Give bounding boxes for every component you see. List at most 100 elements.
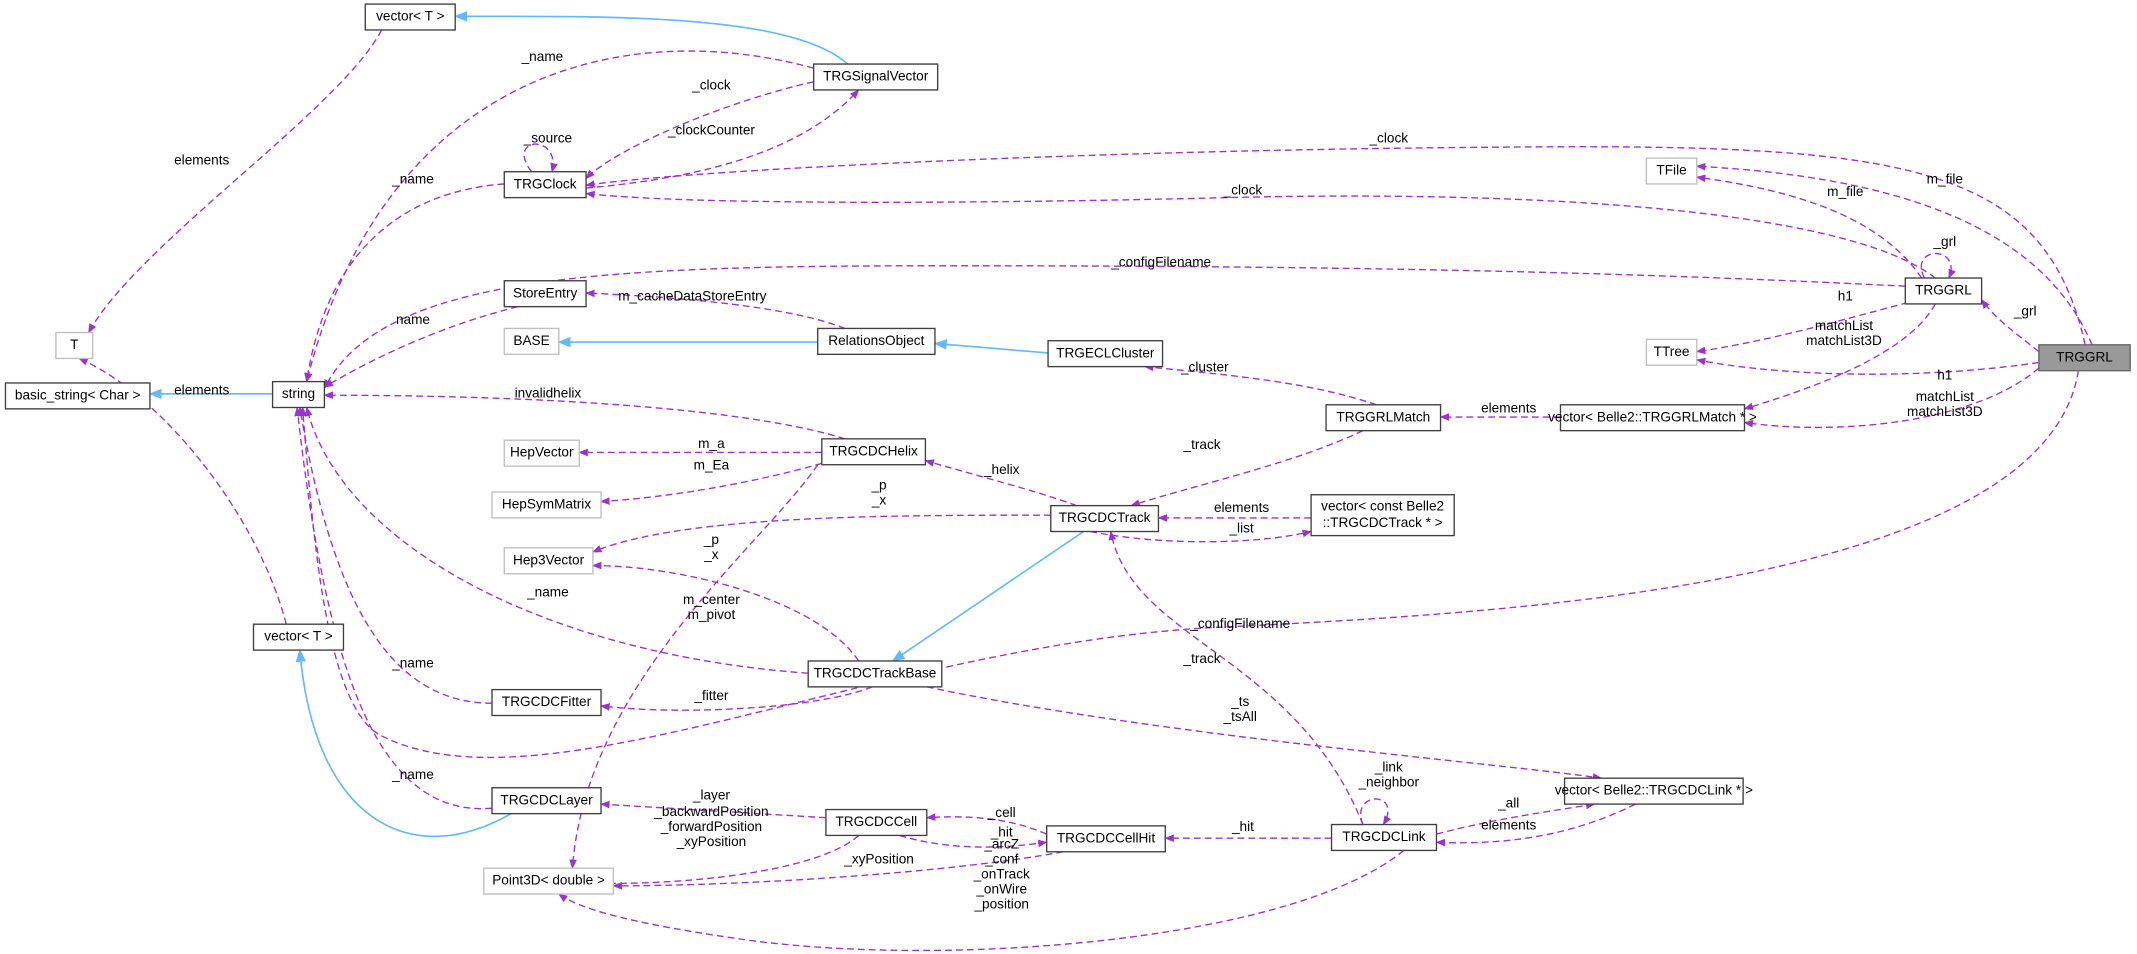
edge-label: m_center [683, 592, 740, 607]
inheritance-edges [148, 11, 1084, 838]
class-box [1904, 277, 1983, 305]
class-name: string [282, 386, 315, 401]
class-box [491, 688, 602, 717]
class-box [503, 439, 580, 467]
edge-label: _clock [1223, 182, 1263, 197]
reference-edge [1090, 529, 1313, 543]
class-name: Hep3Vector [513, 552, 585, 567]
edge-label: _name [521, 49, 564, 64]
reference-edge [523, 143, 558, 173]
class-box [1645, 338, 1698, 366]
class-name: StoreEntry [513, 285, 577, 300]
reference-edge [1695, 357, 2039, 375]
reference-edge [1981, 299, 2040, 353]
class-box [503, 547, 594, 575]
reference-edge [585, 89, 860, 189]
edge-label: _clockCounter [667, 122, 755, 137]
class-box [491, 491, 602, 519]
reference-edge [585, 834, 860, 888]
edge-label: _forwardPosition [660, 819, 762, 834]
reference-edge [585, 289, 846, 330]
edge-label: _track [1183, 437, 1221, 452]
edge-label: _onWire [975, 882, 1027, 897]
edge-label: m_file [1827, 184, 1863, 199]
reference-edge [1360, 798, 1392, 826]
class-name: TFile [1656, 163, 1686, 178]
edge-label: _cluster [1180, 360, 1229, 375]
edge-label: _fitter [693, 688, 729, 703]
class-box [1645, 157, 1698, 185]
reference-edge [1743, 367, 2040, 429]
class-name: BASE [513, 333, 549, 348]
edge-label: _xyPosition [676, 834, 747, 849]
edge-label: _ts [1230, 694, 1249, 709]
edge-label: elements [1481, 400, 1536, 415]
edge-label: matchList3D [1907, 404, 1983, 419]
edge-label: _p [870, 477, 886, 492]
class-box [1047, 340, 1164, 368]
reference-edge [305, 406, 809, 674]
reference-edge [585, 190, 1936, 279]
class-box [483, 867, 614, 895]
class-name: TRGCDCFitter [502, 694, 592, 709]
reference-edge [304, 183, 505, 383]
edge-label: _clock [1368, 131, 1408, 146]
reference-edge [591, 514, 1051, 553]
class-name: RelationsObject [828, 333, 924, 348]
reference-edge [294, 406, 493, 810]
class-box [1046, 825, 1166, 853]
inheritance-edge [891, 530, 1084, 662]
reference-edge [323, 391, 846, 440]
class-name: TRGECLCluster [1056, 345, 1155, 360]
reference-edge [600, 462, 823, 505]
reference-edge [1130, 430, 1364, 507]
reference-edge [1695, 174, 1923, 279]
class-box [503, 171, 587, 199]
edge-label: _x [871, 492, 887, 507]
edge-label: _p [703, 532, 719, 547]
reference-edge [1743, 303, 1936, 411]
class-box [4, 382, 151, 410]
edge-label: name [396, 312, 430, 327]
edge-label: matchList [1916, 389, 1974, 404]
reference-edge [600, 686, 873, 711]
class-box [271, 380, 326, 409]
reference-edge [88, 29, 383, 334]
inheritance-edge [933, 339, 1049, 354]
class-box [364, 3, 456, 31]
edge-label: _backwardPosition [653, 804, 768, 819]
class-box [1563, 777, 1744, 805]
reference-edge [323, 265, 1906, 390]
edge-label: matchList [1815, 318, 1873, 333]
edge-label: _link [1374, 760, 1403, 775]
class-box [1310, 494, 1455, 537]
reference-edge [591, 561, 860, 662]
reference-edge [1436, 801, 1596, 835]
edge-label: _name [526, 584, 569, 599]
class-box [503, 280, 587, 308]
reference-edge [585, 81, 814, 180]
class-box [817, 327, 936, 356]
edge-label: _position [973, 897, 1028, 912]
class-name: TRGSignalVector [823, 69, 929, 84]
class-box [55, 331, 94, 360]
reference-edge [297, 406, 493, 704]
edge-label: _configFilename [1110, 255, 1211, 270]
edge-label: _list [1228, 520, 1253, 535]
reference-edge [558, 849, 1405, 952]
class-box [503, 327, 560, 356]
edge-label: elements [1481, 817, 1536, 832]
edge-label: _helix [983, 462, 1020, 477]
edge-label: _conf [984, 852, 1019, 867]
class-box [252, 623, 345, 651]
class-name: TRGGRL [2056, 349, 2113, 364]
reference-edge [1143, 363, 1377, 406]
edge-label: _name [391, 171, 434, 186]
class-name: vector< Belle2::TRGGRLMatch * > [1548, 409, 1757, 424]
class-name: T [70, 337, 78, 352]
nodes: vector< T > TRGSignalVector TRGClock TFile T… [4, 3, 2131, 895]
class-name: TRGCDCCellHit [1057, 830, 1156, 845]
reference-edge [1108, 530, 1364, 825]
reference-edges: elements _name _clock _clockCounter _source _… [78, 29, 2093, 952]
